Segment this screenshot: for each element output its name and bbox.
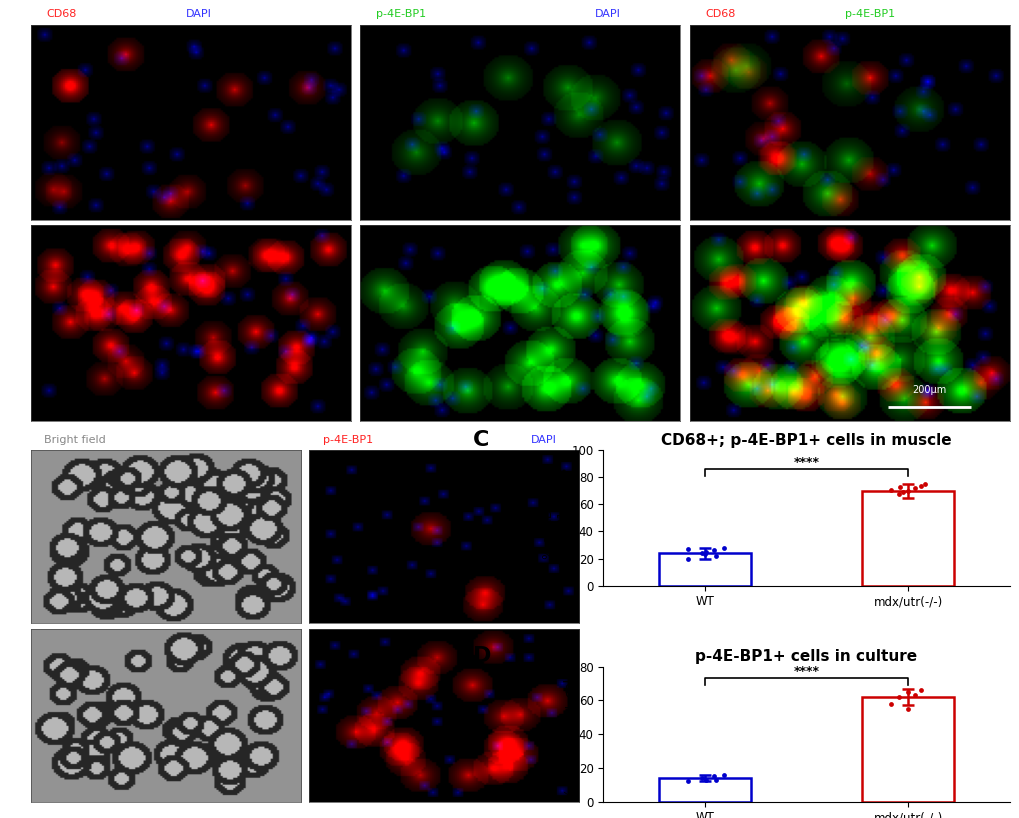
Point	[881, 697, 898, 710]
Bar	[658, 778, 750, 802]
Text: 200μm: 200μm	[912, 385, 946, 395]
Point	[911, 479, 927, 492]
Text: p-4E-BP1: p-4E-BP1	[376, 9, 426, 19]
Point	[679, 552, 695, 565]
Text: DAPI: DAPI	[185, 9, 211, 19]
Text: D: D	[473, 646, 491, 667]
Bar	[862, 697, 953, 802]
Text: /: /	[785, 9, 795, 19]
Point	[707, 773, 723, 786]
Point	[715, 768, 732, 781]
Point	[895, 486, 911, 499]
Text: CD68: CD68	[47, 9, 76, 19]
Text: DAPI: DAPI	[594, 9, 620, 19]
Text: Bright field: Bright field	[44, 435, 106, 445]
Text: DAPI: DAPI	[530, 435, 556, 445]
Point	[890, 488, 906, 501]
Text: /: /	[534, 9, 545, 19]
Point	[890, 690, 906, 703]
Y-axis label: % of p-4E-BP1+ cells: % of p-4E-BP1+ cells	[564, 668, 577, 800]
Bar	[658, 553, 750, 586]
Point	[694, 771, 710, 784]
Point	[907, 482, 923, 495]
Y-axis label: % of CD68+;
p-4E-BP1+ cells: % of CD68+; p-4E-BP1+ cells	[541, 469, 570, 568]
Bar	[862, 491, 953, 586]
Text: CD68: CD68	[705, 9, 736, 19]
Point	[698, 773, 714, 786]
Text: /: /	[474, 435, 484, 445]
Title: p-4E-BP1+ cells in culture: p-4E-BP1+ cells in culture	[695, 649, 917, 664]
Point	[705, 770, 721, 783]
Point	[698, 546, 714, 559]
Point	[911, 684, 927, 697]
Text: /: /	[1003, 9, 1013, 19]
Title: CD68+; p-4E-BP1+ cells in muscle: CD68+; p-4E-BP1+ cells in muscle	[660, 433, 951, 448]
Text: /: /	[125, 9, 137, 19]
Point	[907, 689, 923, 702]
Point	[891, 480, 907, 493]
Text: p-4E-BP1: p-4E-BP1	[844, 9, 894, 19]
Text: ****: ****	[793, 456, 818, 469]
Point	[899, 484, 915, 497]
Point	[679, 775, 695, 788]
Point	[916, 478, 932, 491]
Point	[705, 544, 721, 557]
Text: ****: ****	[793, 664, 818, 677]
Text: p-4E-BP1: p-4E-BP1	[322, 435, 372, 445]
Point	[715, 542, 732, 555]
Point	[899, 702, 915, 715]
Point	[679, 542, 695, 555]
Point	[696, 548, 712, 561]
Point	[707, 549, 723, 562]
Point	[899, 685, 915, 699]
Point	[694, 546, 710, 560]
Point	[881, 483, 898, 497]
Text: C: C	[473, 430, 489, 450]
